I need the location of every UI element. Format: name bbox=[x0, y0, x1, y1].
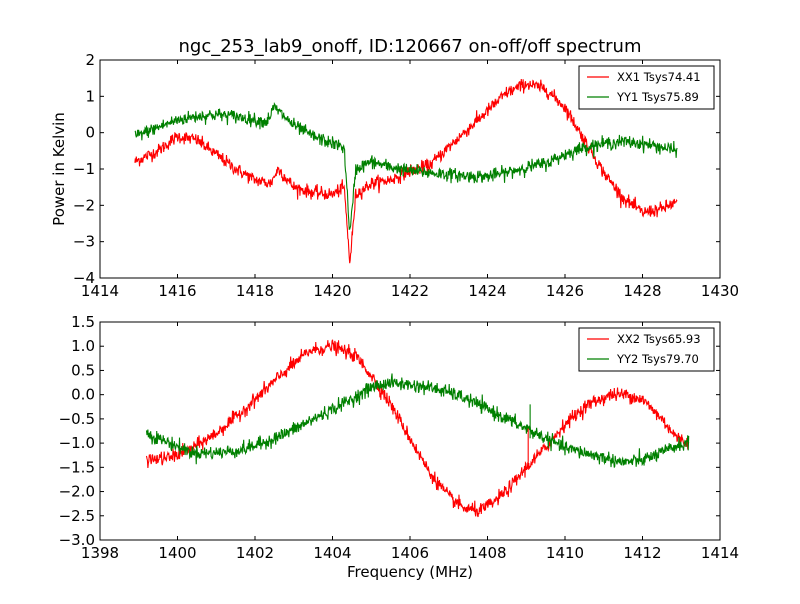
y-axis-label: Power in Kelvin bbox=[50, 112, 68, 226]
y-tick-label-1-6: 2 bbox=[85, 51, 95, 69]
series-line-2-2 bbox=[145, 373, 690, 468]
x-tick-label-2-5: 1408 bbox=[468, 544, 506, 562]
legend-box-2 bbox=[578, 327, 715, 372]
y-tick-label-2-0: −3.0 bbox=[59, 531, 95, 549]
x-tick-label-2-8: 1414 bbox=[701, 544, 739, 562]
x-axis-label: Frequency (MHz) bbox=[347, 563, 473, 581]
y-tick-label-2-5: −0.5 bbox=[59, 410, 95, 428]
chart-title: ngc_253_lab9_onoff, ID:120667 on-off/off… bbox=[179, 36, 642, 57]
y-tick-label-1-1: −3 bbox=[73, 233, 95, 251]
y-tick-label-2-1: −2.5 bbox=[59, 507, 95, 525]
x-tick-label-1-0: 1414 bbox=[81, 282, 119, 300]
series-line-2-1 bbox=[145, 339, 690, 518]
y-tick-label-2-4: −1.0 bbox=[59, 434, 95, 452]
y-tick-label-2-6: 0.0 bbox=[71, 386, 95, 404]
y-tick-label-1-0: −4 bbox=[73, 269, 95, 287]
x-tick-label-2-2: 1402 bbox=[236, 544, 274, 562]
x-tick-label-2-0: 1398 bbox=[81, 544, 119, 562]
x-tick-label-1-4: 1422 bbox=[391, 282, 429, 300]
x-tick-label-1-6: 1426 bbox=[546, 282, 584, 300]
x-tick-label-1-1: 1416 bbox=[158, 282, 196, 300]
legend-label-2-2: YY2 Tsys79.70 bbox=[616, 352, 699, 366]
y-tick-label-1-5: 1 bbox=[85, 87, 95, 105]
y-tick-label-1-3: −1 bbox=[73, 160, 95, 178]
x-tick-label-2-1: 1400 bbox=[158, 544, 196, 562]
legend-label-1-2: YY1 Tsys75.89 bbox=[616, 90, 699, 104]
y-tick-label-1-2: −2 bbox=[73, 196, 95, 214]
y-tick-label-2-9: 1.5 bbox=[71, 313, 95, 331]
y-tick-label-2-8: 1.0 bbox=[71, 337, 95, 355]
plot-2: 1398 1400 1402 1404 1406 1408 1410 1412 1414 −3.0… bbox=[59, 313, 740, 581]
legend-box-1 bbox=[578, 65, 715, 110]
x-tick-label-2-3: 1404 bbox=[313, 544, 351, 562]
x-tick-label-1-5: 1424 bbox=[468, 282, 506, 300]
legend-label-1-1: XX1 Tsys74.41 bbox=[617, 70, 701, 84]
series-line-1-1 bbox=[134, 78, 678, 264]
x-tick-label-1-7: 1428 bbox=[623, 282, 661, 300]
x-tick-label-1-8: 1430 bbox=[701, 282, 739, 300]
series-line-1-2 bbox=[134, 101, 678, 230]
y-tick-label-2-3: −1.5 bbox=[59, 458, 95, 476]
legend-1: XX1 Tsys74.41 YY1 Tsys75.89 bbox=[578, 65, 715, 110]
x-tick-label-1-3: 1420 bbox=[313, 282, 351, 300]
x-tick-label-2-6: 1410 bbox=[546, 544, 584, 562]
y-tick-label-2-7: 0.5 bbox=[71, 361, 95, 379]
legend-2: XX2 Tsys65.93 YY2 Tsys79.70 bbox=[578, 327, 715, 372]
x-tick-label-2-4: 1406 bbox=[391, 544, 429, 562]
plot-1: 1414 1416 1418 1420 1422 1424 1426 1428 1430 −4 −3… bbox=[50, 36, 739, 300]
legend-label-2-1: XX2 Tsys65.93 bbox=[617, 332, 701, 346]
y-tick-label-2-2: −2.0 bbox=[59, 483, 95, 501]
x-tick-label-1-2: 1418 bbox=[236, 282, 274, 300]
y-tick-label-1-4: 0 bbox=[85, 124, 95, 142]
x-tick-label-2-7: 1412 bbox=[623, 544, 661, 562]
